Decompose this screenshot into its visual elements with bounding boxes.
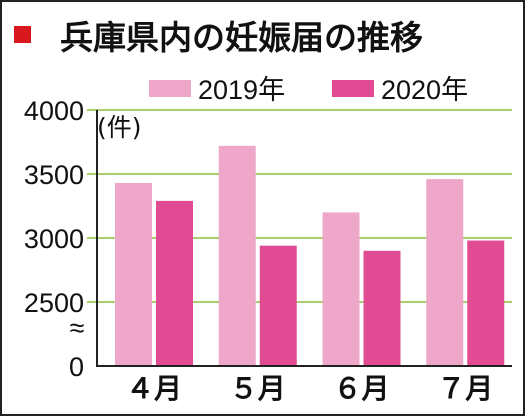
title-marker xyxy=(14,26,31,43)
legend-swatch-2020 xyxy=(332,80,374,97)
y-tick-label: 3000 xyxy=(24,224,84,254)
legend-swatch-2019 xyxy=(149,80,191,97)
bar-2020-6 xyxy=(363,250,401,366)
y-unit-label: (件) xyxy=(97,113,142,142)
chart-title: 兵庫県内の妊娠届の推移 xyxy=(60,18,423,57)
bar-2020-4 xyxy=(156,200,193,366)
y-tick-label: 2500 xyxy=(24,288,84,318)
x-category-label: ７月 xyxy=(437,372,493,405)
y-tick-labels: 4000 3500 3000 2500 0 xyxy=(24,96,84,382)
legend: 2019年 2020年 xyxy=(149,75,468,105)
bars xyxy=(115,145,505,366)
bar-2019-6 xyxy=(322,212,360,366)
bar-2020-5 xyxy=(259,245,297,366)
x-category-label: ５月 xyxy=(230,372,286,405)
axis-break-mark: ≈ xyxy=(70,313,85,343)
x-category-labels: ４月 ５月 ６月 ７月 xyxy=(126,372,493,405)
bar-2020-7 xyxy=(467,240,505,366)
legend-label-2020: 2020年 xyxy=(381,75,468,105)
bar-2019-5 xyxy=(218,145,256,366)
x-category-label: ６月 xyxy=(333,372,389,405)
bar-2019-4 xyxy=(115,182,152,366)
x-category-label: ４月 xyxy=(126,372,182,405)
legend-label-2019: 2019年 xyxy=(198,75,285,105)
y-tick-label: 0 xyxy=(69,352,84,382)
bar-2019-7 xyxy=(426,179,464,366)
y-tick-label: 4000 xyxy=(24,96,84,126)
y-tick-label: 3500 xyxy=(24,160,84,190)
